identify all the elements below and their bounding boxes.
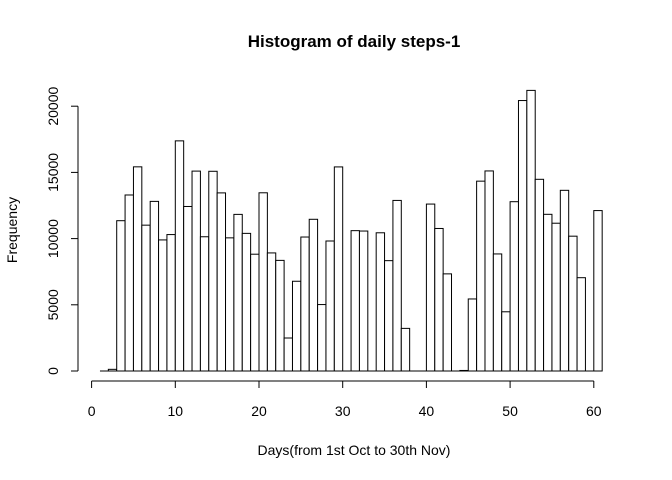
histogram-bar <box>191 170 201 372</box>
bars-group <box>99 89 603 372</box>
histogram-bar <box>350 230 360 372</box>
x-tick-label: 20 <box>251 403 267 419</box>
histogram-bar <box>501 311 511 372</box>
histogram-bar <box>476 180 486 372</box>
histogram-bar <box>559 189 570 372</box>
y-tick-label: 0 <box>45 367 61 375</box>
histogram-bar <box>199 236 210 372</box>
histogram-bar <box>543 213 553 372</box>
x-tick-label: 30 <box>335 403 351 419</box>
histogram-bar <box>551 222 561 372</box>
histogram-bar <box>526 89 536 372</box>
histogram-bar <box>568 235 578 372</box>
histogram-bar <box>392 199 402 372</box>
histogram-bar <box>534 178 545 372</box>
histogram-bar <box>283 337 293 372</box>
histogram-bar <box>300 236 310 372</box>
y-tick-label: 20000 <box>45 87 61 126</box>
chart-title: Histogram of daily steps-1 <box>248 32 461 51</box>
histogram-bar <box>266 252 277 372</box>
histogram-bar <box>241 232 252 372</box>
histogram-bar <box>425 203 436 372</box>
histogram-bar <box>275 259 285 372</box>
histogram-bar <box>258 192 268 372</box>
histogram-bar <box>208 170 218 372</box>
x-tick-label: 50 <box>502 403 518 419</box>
histogram-bar <box>141 224 151 372</box>
histogram-bar <box>124 194 134 372</box>
x-tick-label: 40 <box>419 403 435 419</box>
x-tick-label: 10 <box>168 403 184 419</box>
histogram-bar <box>400 327 411 372</box>
histogram-bar <box>358 230 369 372</box>
histogram-bar <box>233 213 243 372</box>
y-axis: 0 5000 10000 15000 20000 <box>45 87 79 375</box>
histogram-bar <box>517 100 528 372</box>
x-axis-label: Days(from 1st Oct to 30th Nov) <box>258 442 451 458</box>
histogram-bar <box>216 192 227 372</box>
histogram-bar <box>576 277 586 372</box>
histogram-bar <box>116 220 126 372</box>
histogram-bar <box>325 240 335 372</box>
histogram-bar <box>149 200 160 372</box>
histogram-bar <box>174 140 185 372</box>
histogram-bar <box>132 166 143 372</box>
histogram-bar <box>308 218 319 372</box>
histogram-bar <box>225 237 235 372</box>
histogram-bar <box>375 232 386 372</box>
histogram-bar <box>492 253 503 372</box>
histogram-bar <box>593 210 603 372</box>
histogram-bar <box>317 304 327 372</box>
x-axis: 0 10 20 30 40 50 60 <box>88 380 602 419</box>
histogram-bar <box>291 280 302 372</box>
histogram-bar <box>484 170 494 372</box>
histogram-bar <box>166 234 176 372</box>
x-tick-label: 60 <box>586 403 602 419</box>
histogram-bar <box>250 253 260 372</box>
y-tick-label: 10000 <box>45 219 61 258</box>
histogram-bar <box>333 166 344 372</box>
histogram-bar <box>158 239 168 372</box>
histogram-bar <box>434 227 444 372</box>
y-tick-label: 15000 <box>45 153 61 192</box>
histogram-bar <box>509 201 519 372</box>
histogram-bar <box>183 205 193 372</box>
y-tick-label: 5000 <box>45 289 61 320</box>
y-axis-label: Frequency <box>4 197 20 263</box>
histogram-bar <box>384 260 394 372</box>
x-tick-label: 0 <box>88 403 96 419</box>
histogram-bar <box>442 273 453 372</box>
histogram-bar <box>467 298 478 372</box>
